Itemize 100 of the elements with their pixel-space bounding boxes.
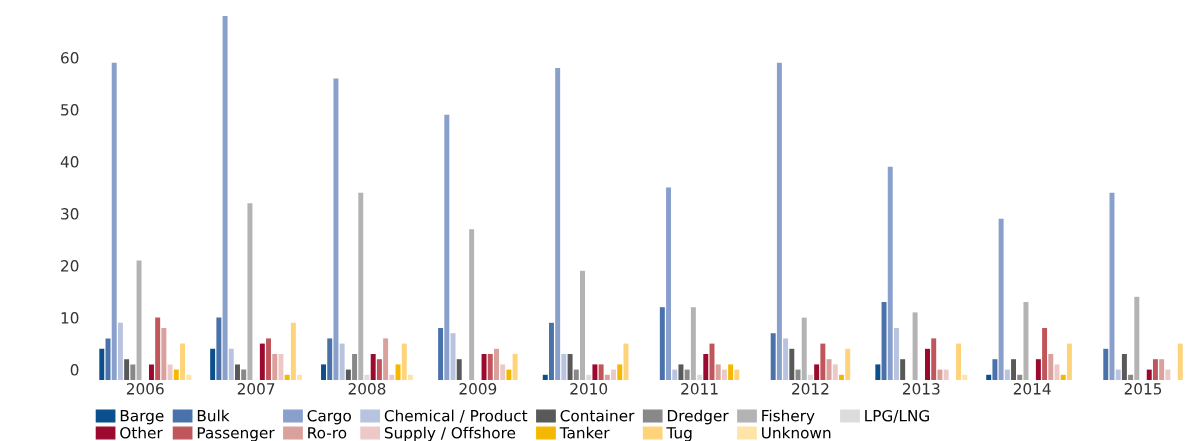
bar xyxy=(345,369,351,380)
bar xyxy=(1115,369,1121,380)
bar xyxy=(327,338,333,380)
x-tick-label: 2007 xyxy=(237,383,275,395)
y-tick-label: 20 xyxy=(61,260,79,272)
legend-label: Cargo xyxy=(307,409,351,425)
y-tick-label: 50 xyxy=(61,104,79,116)
bar xyxy=(148,364,154,380)
bar xyxy=(395,364,401,380)
bar xyxy=(130,364,136,380)
x-tick-label: 2013 xyxy=(902,383,940,395)
bar xyxy=(580,270,585,380)
x-tick-label: 2014 xyxy=(1013,383,1051,395)
bar xyxy=(506,369,512,380)
bar xyxy=(937,369,943,380)
bar xyxy=(1146,369,1152,380)
bar xyxy=(567,354,573,380)
bar xyxy=(659,307,665,380)
bar xyxy=(235,364,240,380)
bar xyxy=(795,369,801,380)
legend-label: Other xyxy=(120,426,163,439)
legend-label: Bulk xyxy=(197,409,230,422)
bar xyxy=(167,364,173,380)
bar xyxy=(820,343,826,380)
legend-label: Passenger xyxy=(197,427,275,441)
bar xyxy=(259,343,265,380)
bar xyxy=(136,260,142,380)
y-tick-label: 10 xyxy=(61,312,79,324)
bar xyxy=(555,68,561,380)
bar xyxy=(1023,302,1029,380)
bar xyxy=(1048,354,1054,380)
bar xyxy=(573,369,579,380)
bar xyxy=(807,374,813,380)
legend-label: Container xyxy=(560,409,635,422)
bar xyxy=(117,322,123,380)
bar xyxy=(728,364,734,380)
bar xyxy=(383,338,389,380)
x-tick-label: 2010 xyxy=(570,383,608,395)
bar xyxy=(684,369,690,380)
bar xyxy=(783,338,789,380)
bar xyxy=(99,348,105,380)
bar xyxy=(438,328,444,380)
bar xyxy=(697,374,703,380)
bar xyxy=(586,374,592,380)
legend-label: Unknown xyxy=(762,426,831,439)
bar xyxy=(481,354,487,380)
bar xyxy=(893,328,899,380)
bar xyxy=(228,348,234,380)
bar xyxy=(297,374,303,380)
bar xyxy=(881,302,887,380)
bar xyxy=(186,374,192,380)
bar xyxy=(1177,343,1183,380)
bar xyxy=(180,343,185,380)
bar xyxy=(801,317,807,380)
bar xyxy=(512,354,518,380)
bar xyxy=(703,354,709,380)
bar xyxy=(444,114,450,380)
bar xyxy=(364,374,370,380)
bar xyxy=(1159,359,1165,380)
bar xyxy=(111,62,117,380)
bar xyxy=(690,307,696,380)
bar xyxy=(998,218,1004,380)
bar xyxy=(1004,369,1010,380)
x-tick-label: 2006 xyxy=(126,383,164,395)
legend-label: Supply / Offshore xyxy=(384,426,516,441)
bar xyxy=(672,369,678,380)
bar xyxy=(173,369,179,380)
bar xyxy=(456,359,462,380)
bar xyxy=(1017,374,1023,380)
bar xyxy=(284,374,290,380)
bar xyxy=(1128,374,1134,380)
x-tick-label: 2011 xyxy=(681,383,718,395)
bar xyxy=(1152,359,1158,380)
bar xyxy=(789,348,795,380)
bar xyxy=(962,374,968,380)
bar xyxy=(925,348,930,380)
bar xyxy=(493,348,499,380)
bar xyxy=(561,354,567,380)
bar xyxy=(358,192,364,380)
bar xyxy=(210,348,216,380)
bar xyxy=(370,354,376,380)
bar xyxy=(1066,343,1072,380)
legend-label: Tanker xyxy=(559,426,610,439)
bar xyxy=(401,343,407,380)
bar xyxy=(1121,354,1127,380)
bar xyxy=(321,364,327,380)
bar xyxy=(617,364,623,380)
bar xyxy=(598,364,604,380)
legend-label: Chemical / Product xyxy=(384,409,528,423)
bar xyxy=(943,369,949,380)
bar xyxy=(992,359,998,380)
bar xyxy=(1042,328,1048,380)
bar xyxy=(678,364,684,380)
bar xyxy=(376,359,382,380)
bar xyxy=(826,359,832,380)
bar xyxy=(770,333,776,380)
bar xyxy=(247,203,253,380)
y-tick-label: 40 xyxy=(60,156,79,168)
bar xyxy=(500,364,506,380)
bar xyxy=(912,312,918,380)
